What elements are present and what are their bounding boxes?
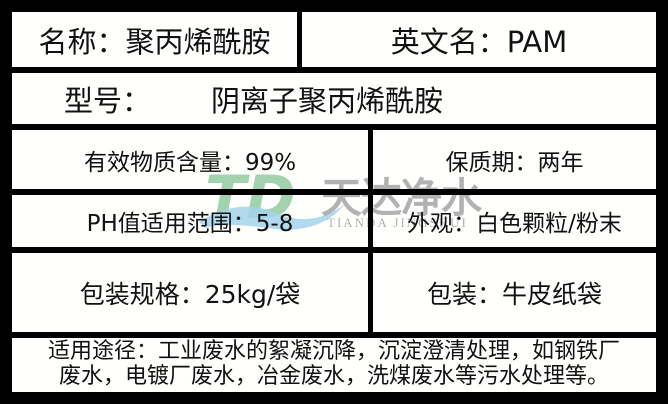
cell-package-type: 包装：牛皮纸袋 (426, 279, 602, 309)
cell-applications: 适用途径：工业废水的絮凝沉降，沉淀澄清处理，如钢铁厂 废水，电镀厂废水，冶金废水… (12, 338, 656, 392)
row-ph-appearance: PH值适用范围：5-8 外观：白色颗粒/粉末 (12, 195, 656, 253)
cell-ph-range: PH值适用范围：5-8 (12, 195, 373, 247)
cell-model-value: 阴离子聚丙烯酰胺 (211, 83, 444, 118)
row-content-shelflife: 有效物质含量：99% 保质期：两年 (12, 130, 656, 195)
cell-active-content: 有效物质含量：99% (12, 130, 373, 189)
cell-shelf-life: 保质期：两年 (445, 149, 584, 176)
row-name: 名称：聚丙烯酰胺 英文名：PAM (12, 12, 656, 73)
row-model: 型号： 阴离子聚丙烯酰胺 (12, 73, 656, 130)
applications-line-1: 适用途径：工业废水的絮凝沉降，沉淀澄清处理，如钢铁厂 (47, 339, 620, 364)
cell-english-name: 英文名：PAM (390, 24, 568, 59)
applications-line-2: 废水，电镀厂废水，冶金废水，洗煤废水等污水处理等。 (58, 364, 609, 389)
cell-package-spec: 包装规格：25kg/袋 (12, 253, 373, 332)
row-applications: 适用途径：工业废水的絮凝沉降，沉淀澄清处理，如钢铁厂 废水，电镀厂废水，冶金废水… (12, 338, 656, 392)
spec-grid: 名称：聚丙烯酰胺 英文名：PAM 型号： 阴离子聚丙烯酰胺 有效物质含量：99%… (12, 12, 656, 392)
row-packaging: 包装规格：25kg/袋 包装：牛皮纸袋 (12, 253, 656, 338)
cell-model-label: 型号： (64, 83, 152, 118)
cell-product-name: 名称：聚丙烯酰胺 (12, 12, 302, 67)
cell-appearance: 外观：白色颗粒/粉末 (407, 211, 622, 237)
